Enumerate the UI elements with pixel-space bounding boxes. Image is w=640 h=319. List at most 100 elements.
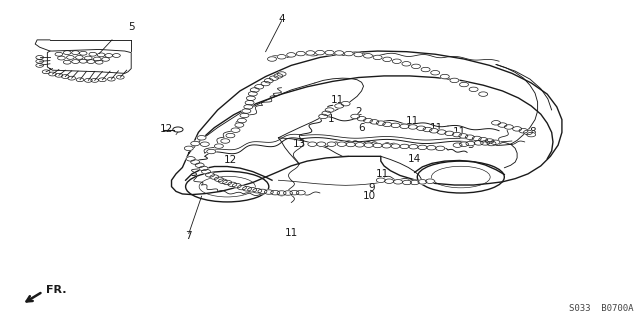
Text: S033  B0700A: S033 B0700A <box>569 304 634 313</box>
Circle shape <box>474 141 483 145</box>
Text: FR.: FR. <box>46 285 67 295</box>
Circle shape <box>237 185 246 190</box>
Circle shape <box>519 129 528 133</box>
Circle shape <box>214 177 223 182</box>
Circle shape <box>277 191 286 195</box>
Circle shape <box>452 132 461 137</box>
Circle shape <box>391 123 400 128</box>
Circle shape <box>237 118 246 123</box>
Circle shape <box>437 130 446 134</box>
Circle shape <box>409 145 418 149</box>
Circle shape <box>306 51 315 55</box>
Circle shape <box>392 59 401 63</box>
Circle shape <box>376 178 385 182</box>
Circle shape <box>355 143 364 147</box>
Circle shape <box>317 142 326 146</box>
Text: 11: 11 <box>376 169 389 179</box>
Circle shape <box>316 50 324 55</box>
Circle shape <box>357 116 366 121</box>
Circle shape <box>284 191 292 195</box>
Circle shape <box>373 55 382 60</box>
Circle shape <box>214 144 223 148</box>
Text: 8: 8 <box>529 127 536 137</box>
Circle shape <box>412 64 420 69</box>
Text: 2: 2 <box>355 107 362 117</box>
Circle shape <box>250 88 259 92</box>
Circle shape <box>400 144 409 149</box>
Circle shape <box>418 145 427 150</box>
Circle shape <box>205 173 214 177</box>
Circle shape <box>408 125 417 129</box>
Circle shape <box>325 50 334 55</box>
Circle shape <box>210 175 219 179</box>
Circle shape <box>191 141 200 146</box>
Circle shape <box>460 142 468 146</box>
Text: 9: 9 <box>368 183 374 193</box>
Circle shape <box>460 82 468 87</box>
Circle shape <box>370 120 379 124</box>
Circle shape <box>469 87 478 92</box>
Circle shape <box>423 127 432 132</box>
Circle shape <box>400 124 409 129</box>
Circle shape <box>191 160 200 164</box>
Circle shape <box>479 137 488 142</box>
Text: 7: 7 <box>186 231 192 241</box>
Text: 11: 11 <box>406 116 419 126</box>
Circle shape <box>240 113 249 118</box>
Circle shape <box>344 51 353 56</box>
Circle shape <box>242 109 251 113</box>
Circle shape <box>426 179 435 183</box>
Circle shape <box>410 180 419 185</box>
Circle shape <box>255 85 264 89</box>
Circle shape <box>346 142 355 147</box>
Circle shape <box>427 145 436 150</box>
Circle shape <box>491 140 500 145</box>
Circle shape <box>231 128 240 132</box>
Text: 11: 11 <box>453 127 466 137</box>
Circle shape <box>327 142 336 146</box>
Circle shape <box>322 111 331 115</box>
Circle shape <box>226 133 235 138</box>
Circle shape <box>218 179 227 183</box>
Circle shape <box>296 190 305 195</box>
Text: 11: 11 <box>285 228 298 238</box>
Circle shape <box>308 142 317 146</box>
Circle shape <box>382 144 391 148</box>
Circle shape <box>221 139 230 143</box>
Circle shape <box>421 67 430 72</box>
Circle shape <box>271 190 280 195</box>
Circle shape <box>373 143 382 148</box>
Text: 12: 12 <box>224 155 237 166</box>
Circle shape <box>269 76 278 80</box>
Circle shape <box>235 123 244 127</box>
Circle shape <box>202 169 211 174</box>
Circle shape <box>376 121 385 125</box>
Circle shape <box>258 189 267 194</box>
Text: 1: 1 <box>328 114 335 124</box>
Circle shape <box>354 52 363 57</box>
Circle shape <box>245 100 254 105</box>
Circle shape <box>207 149 216 154</box>
Circle shape <box>465 135 474 139</box>
Circle shape <box>504 125 513 129</box>
Circle shape <box>481 141 490 145</box>
Circle shape <box>394 180 403 184</box>
Circle shape <box>335 104 344 108</box>
Circle shape <box>248 188 257 192</box>
Circle shape <box>184 146 193 151</box>
Circle shape <box>319 114 328 119</box>
Circle shape <box>325 108 334 112</box>
Circle shape <box>472 136 481 141</box>
Circle shape <box>268 57 276 61</box>
Circle shape <box>195 163 204 167</box>
Circle shape <box>385 179 394 183</box>
Circle shape <box>417 126 426 130</box>
Circle shape <box>402 62 411 66</box>
Text: 11: 11 <box>430 123 443 133</box>
Circle shape <box>383 57 392 62</box>
Circle shape <box>364 54 372 58</box>
Circle shape <box>351 114 360 119</box>
Text: 3: 3 <box>467 140 474 150</box>
Text: 12: 12 <box>160 124 173 134</box>
Circle shape <box>337 142 346 146</box>
